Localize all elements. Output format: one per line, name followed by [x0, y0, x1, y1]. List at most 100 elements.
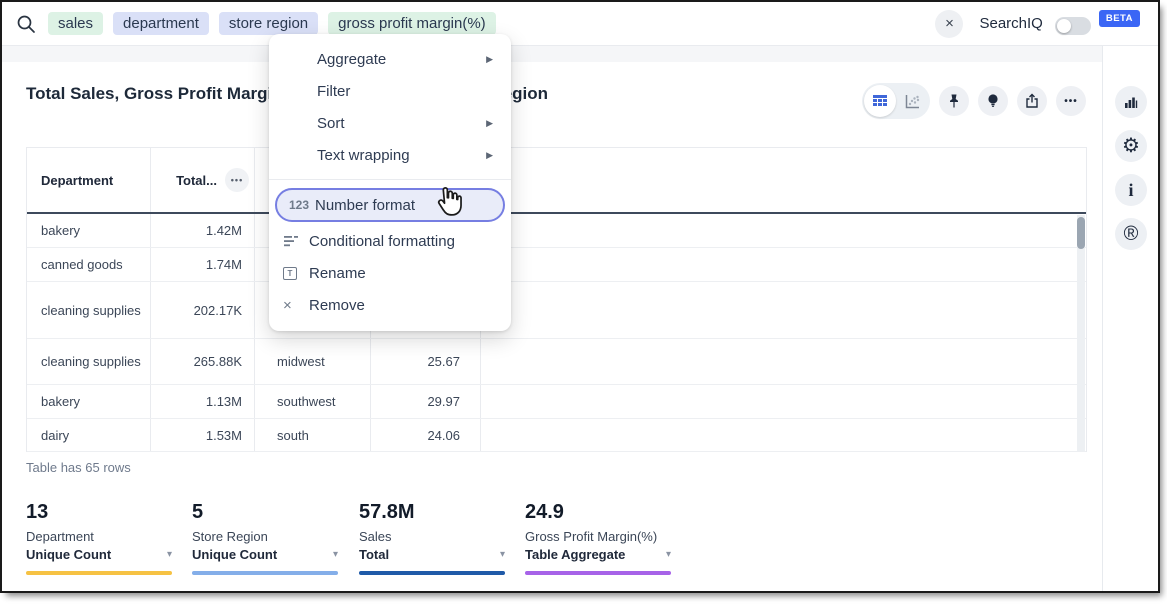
submenu-arrow-icon: ▶ — [486, 54, 493, 65]
ellipsis-icon: ••• — [1064, 96, 1078, 107]
table-row: cleaning supplies 202.17K — [27, 282, 1086, 339]
r-logo-icon: ® — [1124, 224, 1139, 244]
cell-total: 1.42M — [151, 214, 255, 247]
card-name: Store Region — [192, 529, 338, 544]
cell-region: midwest — [255, 339, 371, 384]
chart-view-button[interactable] — [896, 85, 928, 117]
summary-card-department: 13 Department Unique Count ▾ — [26, 500, 172, 575]
cell-filler — [481, 339, 1086, 384]
menu-item-remove[interactable]: × Remove — [269, 289, 511, 321]
chevron-down-icon[interactable]: ▾ — [333, 549, 338, 560]
ellipsis-icon: ••• — [231, 175, 243, 185]
cell-margin: 29.97 — [371, 385, 481, 418]
menu-item-conditional-formatting[interactable]: Conditional formatting — [269, 225, 511, 257]
more-options-button[interactable]: ••• — [1056, 86, 1086, 116]
sidebar-divider — [1102, 46, 1103, 591]
info-button[interactable]: i — [1115, 174, 1147, 206]
pin-button[interactable] — [939, 86, 969, 116]
menu-item-number-format[interactable]: 123 Number format — [275, 188, 505, 222]
scatter-chart-icon — [904, 93, 921, 110]
table-row: cleaning supplies 265.88K midwest 25.67 — [27, 339, 1086, 385]
menu-divider — [269, 179, 511, 180]
share-icon — [1024, 93, 1040, 109]
cell-region: south — [255, 419, 371, 451]
card-aggregation: Table Aggregate ▾ — [525, 547, 671, 562]
chevron-down-icon[interactable]: ▾ — [500, 549, 505, 560]
table-scrollbar-thumb[interactable] — [1077, 217, 1085, 249]
table-row: dairy 1.53M south 24.06 — [27, 419, 1086, 452]
menu-item-sort[interactable]: Sort ▶ — [269, 107, 511, 139]
lightbulb-icon — [985, 93, 1001, 109]
column-header-total[interactable]: Total... ••• — [151, 148, 255, 212]
card-name: Gross Profit Margin(%) — [525, 529, 671, 544]
chevron-down-icon[interactable]: ▾ — [666, 549, 671, 560]
card-name: Department — [26, 529, 172, 544]
share-button[interactable] — [1017, 86, 1047, 116]
card-aggregation: Total ▾ — [359, 547, 505, 562]
search-token-sales[interactable]: sales — [48, 12, 103, 35]
card-color-bar — [192, 571, 338, 575]
searchiq-label: SearchIQ — [979, 15, 1042, 32]
card-value: 57.8M — [359, 500, 505, 524]
menu-item-text-wrapping[interactable]: Text wrapping ▶ — [269, 139, 511, 171]
settings-button[interactable]: ⚙ — [1115, 130, 1147, 162]
summary-card-store-region: 5 Store Region Unique Count ▾ — [192, 500, 338, 575]
pin-icon — [946, 93, 962, 109]
cell-department: cleaning supplies — [27, 282, 151, 338]
cell-margin: 24.06 — [371, 419, 481, 451]
search-token-department[interactable]: department — [113, 12, 209, 35]
answer-toolbar: ••• — [862, 83, 1086, 119]
cell-department: dairy — [27, 419, 151, 451]
column-header-department[interactable]: Department — [27, 148, 151, 212]
search-token-list: sales department store region gross prof… — [48, 12, 496, 35]
menu-item-rename[interactable]: T Rename — [269, 257, 511, 289]
card-color-bar — [26, 571, 172, 575]
search-token-gross-profit-margin[interactable]: gross profit margin(%) — [328, 12, 496, 35]
card-value: 13 — [26, 500, 172, 524]
chevron-down-icon[interactable]: ▾ — [167, 549, 172, 560]
cell-filler — [481, 282, 1086, 338]
menu-item-filter[interactable]: Filter — [269, 75, 511, 107]
close-search-button[interactable]: × — [935, 10, 963, 38]
card-aggregation: Unique Count ▾ — [192, 547, 338, 562]
cell-department: bakery — [27, 214, 151, 247]
summary-card-gross-profit-margin: 24.9 Gross Profit Margin(%) Table Aggreg… — [525, 500, 671, 575]
submenu-arrow-icon: ▶ — [486, 150, 493, 161]
result-table: Department Total... ••• bakery 1.42M can… — [26, 147, 1087, 452]
table-scrollbar-track — [1077, 215, 1085, 451]
cell-department: cleaning supplies — [27, 339, 151, 384]
column-context-menu: Aggregate ▶ Filter Sort ▶ Text wrapping … — [269, 34, 511, 331]
subheader-strip — [2, 46, 1102, 62]
table-header-row: Department Total... ••• — [27, 148, 1086, 214]
searchiq-toggle[interactable] — [1055, 17, 1091, 35]
gear-icon: ⚙ — [1122, 136, 1140, 156]
close-icon: × — [945, 15, 954, 32]
search-icon — [16, 14, 36, 34]
info-icon: i — [1128, 180, 1133, 201]
bar-chart-icon — [1123, 94, 1139, 110]
search-token-store-region[interactable]: store region — [219, 12, 318, 35]
search-bar: sales department store region gross prof… — [2, 2, 1158, 46]
column-menu-button[interactable]: ••• — [225, 168, 249, 192]
menu-item-aggregate[interactable]: Aggregate ▶ — [269, 43, 511, 75]
table-view-button[interactable] — [864, 85, 896, 117]
card-color-bar — [359, 571, 505, 575]
cell-total: 265.88K — [151, 339, 255, 384]
card-value: 24.9 — [525, 500, 671, 524]
table-icon — [872, 93, 888, 109]
chart-config-button[interactable] — [1115, 86, 1147, 118]
remove-icon: × — [283, 297, 309, 314]
card-aggregation: Unique Count ▾ — [26, 547, 172, 562]
cell-margin: 25.67 — [371, 339, 481, 384]
card-value: 5 — [192, 500, 338, 524]
cell-total: 1.53M — [151, 419, 255, 451]
beta-badge: BETA — [1099, 10, 1140, 27]
cell-filler — [481, 385, 1086, 418]
card-name: Sales — [359, 529, 505, 544]
number-format-icon: 123 — [289, 198, 315, 212]
row-count-label: Table has 65 rows — [26, 460, 131, 475]
insights-button[interactable] — [978, 86, 1008, 116]
cell-region: southwest — [255, 385, 371, 418]
r-analysis-button[interactable]: ® — [1115, 218, 1147, 250]
view-toggle — [862, 83, 930, 119]
